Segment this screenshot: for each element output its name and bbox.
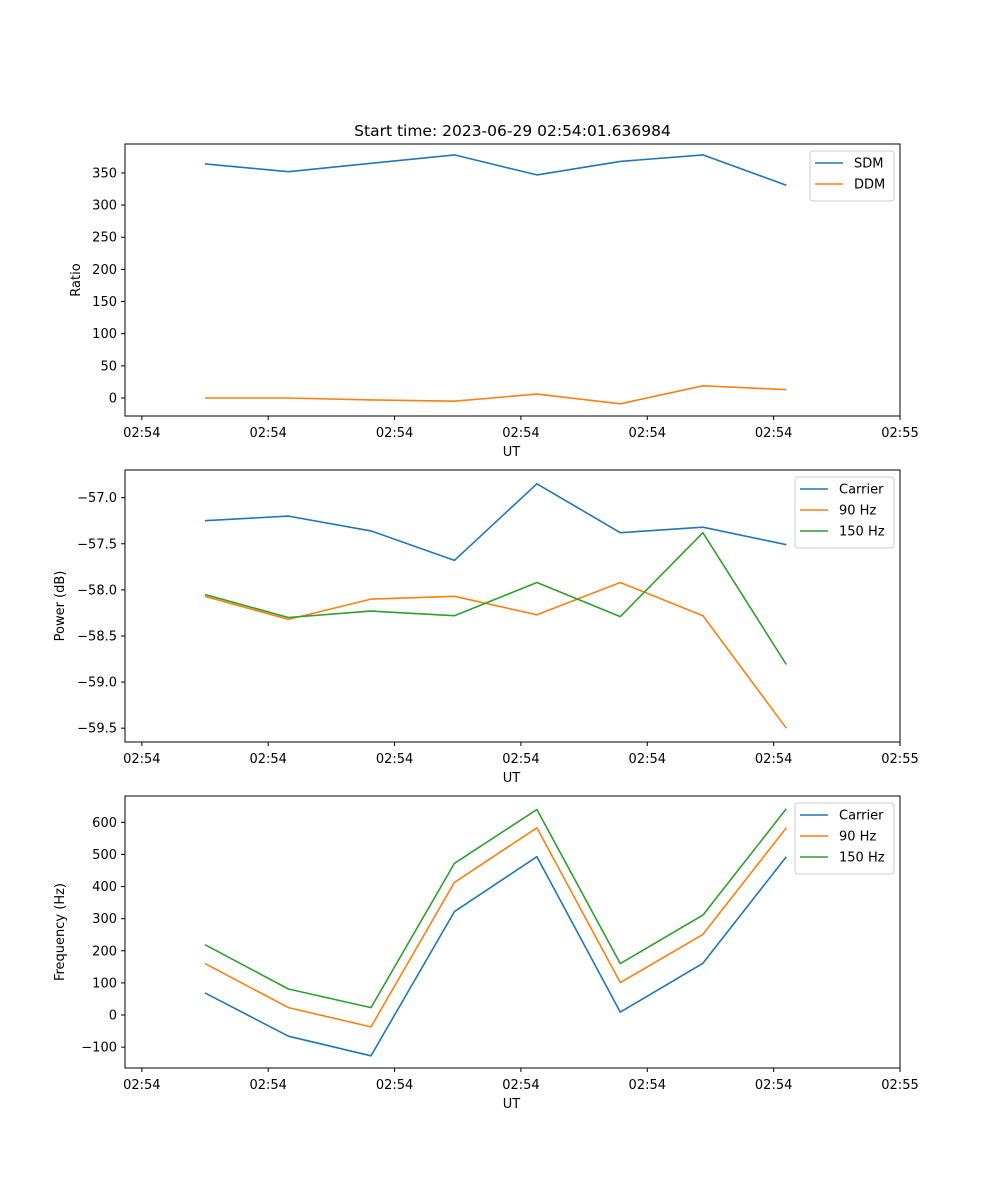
y-tick-label: −57.5 (77, 537, 117, 552)
x-tick-label: 02:54 (502, 752, 539, 767)
series-line-90-hz (204, 826, 787, 1028)
x-tick-label: 02:54 (629, 426, 666, 441)
axes-frame (124, 795, 901, 1069)
y-tick-label: 50 (100, 359, 117, 374)
y-tick-label: 200 (92, 944, 117, 959)
x-axis-label: UT (503, 771, 521, 786)
x-tick-label: 02:54 (123, 426, 160, 441)
x-axis-label: UT (503, 445, 521, 460)
y-axis-label: Frequency (Hz) (53, 883, 68, 981)
chart-title: Start time: 2023-06-29 02:54:01.636984 (354, 122, 671, 140)
series-line-90-hz (204, 581, 787, 729)
series-line-150-hz (204, 531, 787, 665)
legend-label: 90 Hz (839, 830, 876, 845)
axes-frame (124, 469, 901, 743)
legend-label: DDM (854, 178, 885, 193)
x-tick-label: 02:55 (881, 1078, 918, 1093)
x-tick-label: 02:55 (881, 752, 918, 767)
series-line-carrier (204, 482, 787, 562)
y-tick-label: 500 (92, 848, 117, 863)
x-tick-label: 02:54 (123, 752, 160, 767)
x-tick-label: 02:54 (249, 1078, 286, 1093)
y-tick-label: 300 (92, 199, 117, 214)
x-tick-label: 02:54 (249, 426, 286, 441)
x-tick-label: 02:54 (123, 1078, 160, 1093)
legend-label: 150 Hz (839, 851, 885, 866)
y-tick-label: 600 (92, 816, 117, 831)
series-line-150-hz (204, 808, 787, 1009)
x-tick-label: 02:54 (376, 426, 413, 441)
legend-label: 90 Hz (839, 504, 876, 519)
legend-label: Carrier (839, 809, 884, 824)
legend-label: SDM (854, 157, 883, 172)
x-tick-label: 02:54 (502, 1078, 539, 1093)
y-tick-label: 0 (109, 391, 117, 406)
legend: Carrier 90 Hz 150 Hz (794, 802, 895, 875)
y-tick-label: −100 (81, 1041, 117, 1056)
legend: SDM DDM (809, 150, 895, 202)
legend-label: 150 Hz (839, 525, 885, 540)
y-axis-label: Power (dB) (53, 571, 68, 642)
y-axis-label: Ratio (69, 263, 84, 296)
y-tick-label: 100 (92, 976, 117, 991)
y-tick-label: 100 (92, 327, 117, 342)
y-tick-label: 400 (92, 880, 117, 895)
x-tick-label: 02:55 (881, 426, 918, 441)
y-tick-label: 250 (92, 231, 117, 246)
y-tick-label: −59.0 (77, 676, 117, 691)
y-tick-label: 0 (109, 1009, 117, 1024)
series-line-carrier (204, 855, 787, 1057)
y-tick-label: 200 (92, 263, 117, 278)
x-axis-label: UT (503, 1097, 521, 1112)
y-tick-label: 350 (92, 166, 117, 181)
x-tick-label: 02:54 (629, 1078, 666, 1093)
x-tick-label: 02:54 (249, 752, 286, 767)
x-tick-label: 02:54 (755, 1078, 792, 1093)
chart-panel-2: −59.5 −59.0 −58.5 −58.0 −57.5 −57.0 02:54 02:54… (53, 469, 919, 786)
legend-label: Carrier (839, 483, 884, 498)
y-tick-label: −57.0 (77, 491, 117, 506)
x-tick-label: 02:54 (376, 752, 413, 767)
chart-panel-3: −100 0 100 200 300 400 500 600 02:54 02:54 02:54 02… (53, 795, 919, 1112)
y-tick-label: 150 (92, 295, 117, 310)
y-tick-label: −58.5 (77, 629, 117, 644)
legend: Carrier 90 Hz 150 Hz (794, 476, 895, 549)
x-tick-label: 02:54 (755, 426, 792, 441)
series-line-ddm (205, 384, 787, 405)
chart-panel-1: 0 50 100 150 200 250 300 350 02:54 02:54 02:54 02:5… (69, 122, 919, 460)
axes-frame (124, 143, 901, 417)
y-tick-label: −59.5 (77, 722, 117, 737)
series-line-sdm (204, 154, 787, 186)
y-tick-label: 300 (92, 912, 117, 927)
x-tick-label: 02:54 (629, 752, 666, 767)
x-tick-label: 02:54 (376, 1078, 413, 1093)
x-tick-label: 02:54 (755, 752, 792, 767)
y-tick-label: −58.0 (77, 583, 117, 598)
x-tick-label: 02:54 (502, 426, 539, 441)
